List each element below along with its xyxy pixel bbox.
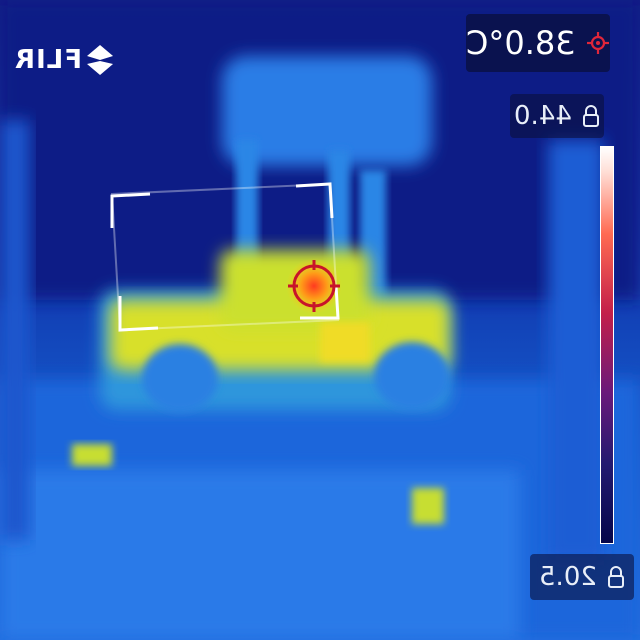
spot-temperature-value: 38.0°C [466, 24, 576, 62]
spot-temperature-readout: 38.0°C [466, 14, 610, 72]
logo-text: FLIR [14, 45, 83, 75]
flir-logo: FLIR [14, 44, 114, 76]
spot-meter-reticle[interactable] [288, 258, 340, 314]
flir-mark-icon [87, 45, 114, 75]
scale-max-lock[interactable]: 44.0 [510, 94, 604, 138]
scale-max-value: 44.0 [514, 101, 572, 131]
lock-icon [582, 105, 599, 127]
scale-min-value: 20.5 [539, 562, 597, 592]
crosshair-icon [586, 32, 609, 54]
lock-icon [607, 566, 624, 588]
color-scale-bar [600, 146, 614, 544]
scale-min-lock[interactable]: 20.5 [530, 554, 634, 600]
